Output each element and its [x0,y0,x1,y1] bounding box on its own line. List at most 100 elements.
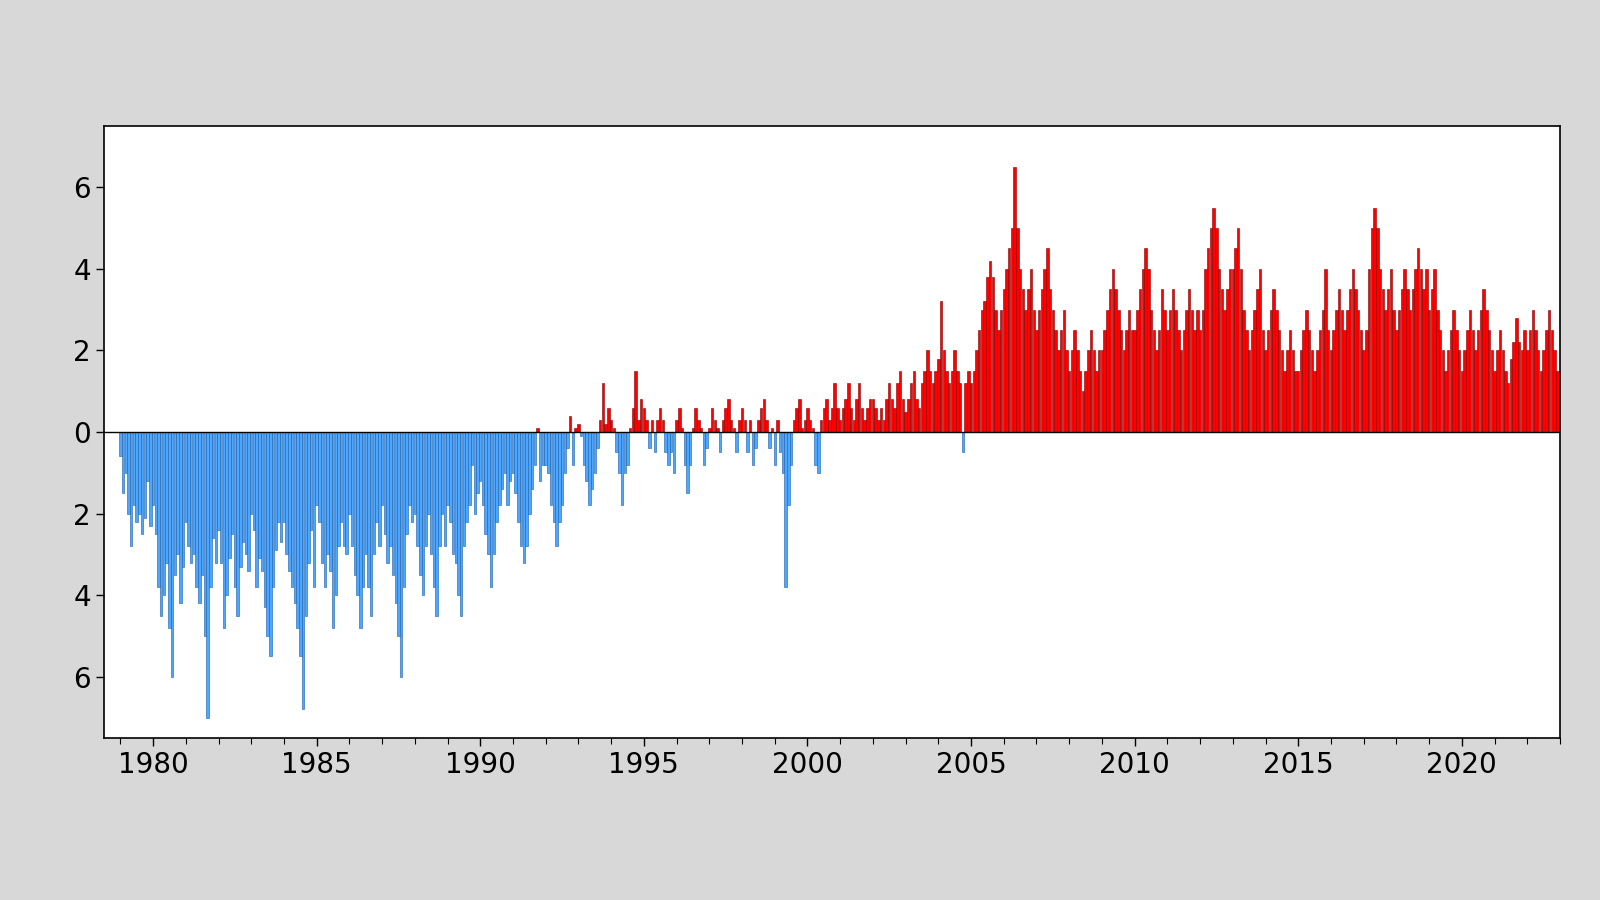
Bar [752,432,754,464]
Bar [1082,392,1085,432]
Bar [1538,350,1539,432]
Bar [1051,310,1054,432]
Bar [1114,289,1117,432]
Bar [138,432,141,514]
Bar [834,383,835,432]
Bar [1133,330,1136,432]
Bar [1373,208,1376,432]
Bar [1259,269,1261,432]
Bar [1136,310,1139,432]
Bar [798,400,800,432]
Bar [1493,371,1496,432]
Bar [1027,289,1029,432]
Bar [504,432,506,473]
Bar [1008,248,1011,432]
Bar [400,432,403,677]
Bar [1187,289,1190,432]
Bar [1243,310,1245,432]
Bar [1109,289,1112,432]
Bar [1406,289,1408,432]
Bar [637,419,640,432]
Bar [485,432,486,534]
Bar [496,432,498,522]
Bar [381,432,384,506]
Bar [818,432,819,473]
Bar [373,432,374,554]
Bar [648,432,651,448]
Bar [822,408,826,432]
Bar [1581,289,1582,432]
Bar [1077,350,1078,432]
Bar [667,432,670,464]
Bar [1035,330,1038,432]
Bar [678,408,680,432]
Bar [1278,330,1280,432]
Bar [965,383,966,432]
Bar [1286,350,1288,432]
Bar [1384,310,1387,432]
Bar [555,432,558,546]
Bar [621,432,624,506]
Bar [1333,330,1334,432]
Bar [206,432,210,717]
Bar [1458,350,1461,432]
Bar [899,371,901,432]
Bar [395,432,397,603]
Bar [517,432,520,522]
Bar [443,432,446,546]
Bar [165,432,168,562]
Bar [544,432,547,464]
Bar [416,432,419,546]
Bar [562,432,563,506]
Bar [1022,289,1024,432]
Bar [1112,269,1114,432]
Bar [1098,350,1101,432]
Bar [800,428,803,432]
Bar [1128,310,1131,432]
Bar [682,428,683,432]
Bar [1434,269,1435,432]
Bar [850,408,853,432]
Bar [229,432,230,559]
Bar [493,432,494,554]
Bar [853,419,854,432]
Bar [986,277,989,432]
Bar [1446,350,1450,432]
Bar [733,428,734,432]
Bar [902,400,904,432]
Bar [1078,371,1082,432]
Bar [1144,248,1147,432]
Bar [866,408,869,432]
Bar [1245,330,1248,432]
Bar [1086,350,1090,432]
Bar [469,432,470,506]
Bar [1357,310,1360,432]
Bar [179,432,181,603]
Bar [885,400,888,432]
Bar [174,432,176,575]
Bar [155,432,157,534]
Bar [198,432,200,603]
Bar [1387,289,1389,432]
Bar [315,432,318,506]
Bar [686,432,688,493]
Bar [525,432,528,546]
Bar [326,432,330,554]
Bar [1117,310,1120,432]
Bar [1318,330,1322,432]
Bar [302,432,304,709]
Bar [819,419,822,432]
Bar [1515,318,1518,432]
Bar [454,432,458,562]
Bar [1461,371,1462,432]
Bar [1152,330,1155,432]
Bar [1229,269,1232,432]
Bar [1464,350,1466,432]
Bar [1125,330,1128,432]
Bar [283,432,285,522]
Bar [1197,310,1198,432]
Bar [1013,166,1016,432]
Bar [349,432,350,514]
Bar [717,428,718,432]
Bar [277,432,280,522]
